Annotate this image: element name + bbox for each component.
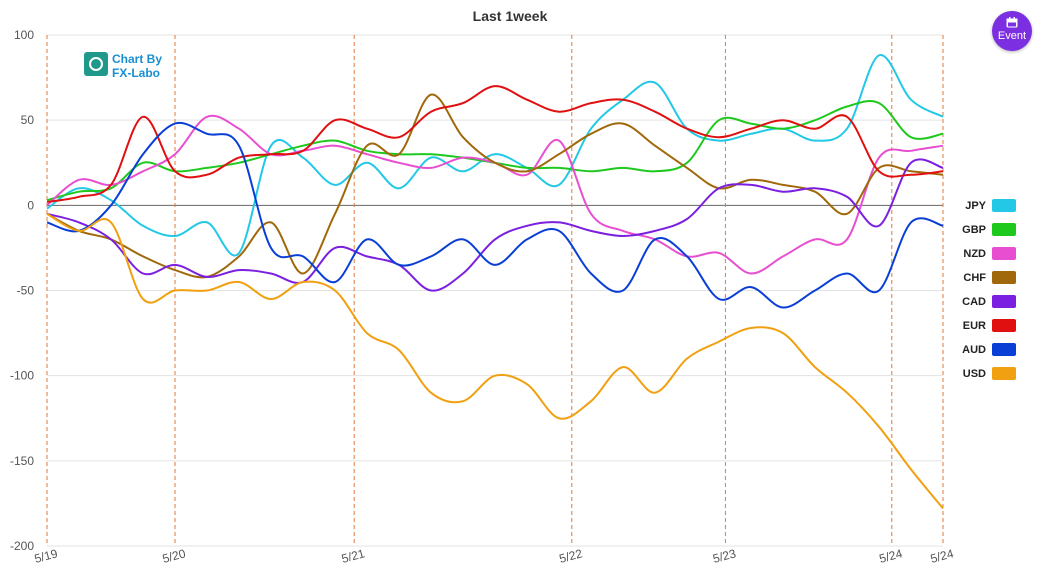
legend-label-aud: AUD: [962, 344, 986, 356]
series-line-usd: [46, 212, 944, 510]
y-tick-label: -150: [10, 454, 34, 468]
series-line-jpy: [46, 54, 944, 257]
series-lines: [46, 54, 944, 510]
legend: JPY GBP NZD CHF CAD EUR AUD USD: [962, 199, 1016, 380]
x-tick-label: 5/21: [340, 546, 366, 566]
series-line-aud: [46, 121, 944, 309]
calendar-icon: [1006, 17, 1018, 28]
legend-swatch-gbp: [992, 223, 1016, 236]
y-tick-label: 100: [14, 28, 34, 42]
magnifier-icon: [89, 57, 103, 71]
y-tick-label: -100: [10, 369, 34, 383]
legend-swatch-nzd: [992, 247, 1016, 260]
legend-label-eur: EUR: [963, 320, 986, 332]
x-tick-label: 5/19: [33, 546, 59, 566]
event-button[interactable]: Event: [992, 11, 1032, 51]
x-axis: 5/19 5/20 5/21 5/22 5/23 5/24 5/24: [33, 546, 955, 566]
legend-swatch-cad: [992, 295, 1016, 308]
x-tick-label: 5/22: [558, 546, 584, 566]
legend-swatch-chf: [992, 271, 1016, 284]
day-dividers: [46, 35, 944, 546]
logo-line1: Chart By: [112, 52, 162, 66]
x-tick-label: 5/20: [161, 546, 187, 566]
legend-label-jpy: JPY: [965, 200, 986, 212]
legend-swatch-jpy: [992, 199, 1016, 212]
event-label: Event: [997, 30, 1027, 42]
logo-icon: [84, 52, 108, 76]
legend-label-chf: CHF: [963, 272, 986, 284]
legend-swatch-usd: [992, 367, 1016, 380]
legend-label-cad: CAD: [962, 296, 986, 308]
y-tick-label: -200: [10, 539, 34, 553]
y-tick-label: 0: [27, 198, 34, 212]
x-tick-label: 5/23: [711, 546, 737, 566]
series-line-chf: [46, 93, 944, 279]
series-line-cad: [46, 158, 944, 292]
chart-title: Last 1week: [473, 8, 548, 24]
series-line-gbp: [46, 100, 944, 202]
y-tick-label: -50: [17, 284, 35, 298]
x-tick-label: 5/24: [878, 546, 904, 566]
logo-line2: FX-Labo: [112, 66, 160, 80]
legend-swatch-eur: [992, 319, 1016, 332]
series-line-eur: [46, 85, 944, 203]
legend-label-nzd: NZD: [963, 248, 986, 260]
legend-label-usd: USD: [963, 368, 986, 380]
legend-label-gbp: GBP: [962, 224, 986, 236]
y-tick-label: 50: [21, 113, 35, 127]
x-tick-label: 5/24: [929, 546, 955, 566]
legend-swatch-aud: [992, 343, 1016, 356]
chart-logo: Chart By FX-Labo: [84, 52, 162, 80]
y-axis: 100 50 0 -50 -100 -150 -200: [10, 28, 34, 553]
